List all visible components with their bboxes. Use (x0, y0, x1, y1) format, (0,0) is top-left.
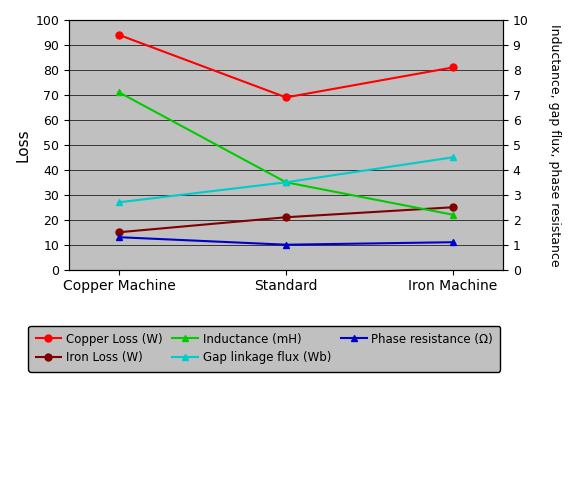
Legend: Copper Loss (W), Iron Loss (W), Inductance (mH), Gap linkage flux (Wb), Phase re: Copper Loss (W), Iron Loss (W), Inductan… (28, 326, 501, 372)
Y-axis label: Loss: Loss (15, 128, 30, 162)
Y-axis label: Inductance, gap flux, phase resistance: Inductance, gap flux, phase resistance (548, 23, 561, 266)
